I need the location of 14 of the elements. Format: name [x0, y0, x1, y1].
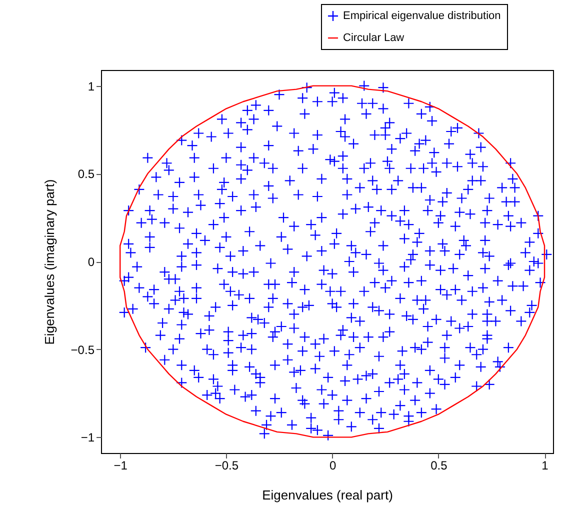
y-axis-title: Eigenvalues (imaginary part) — [42, 179, 57, 345]
legend-label: Empirical eigenvalue distribution — [343, 10, 501, 22]
legend-label: Circular Law — [343, 32, 404, 44]
y-tick-label: −0.5 — [70, 342, 95, 357]
x-tick-label: −1 — [114, 458, 128, 472]
x-tick-label: 0 — [329, 458, 336, 472]
y-tick-label: −1 — [80, 430, 95, 445]
y-tick-label: 0.5 — [78, 167, 95, 182]
x-axis-title: Eigenvalues (real part) — [262, 488, 393, 502]
y-tick-label: 0 — [88, 255, 95, 269]
x-tick-label: 0.5 — [430, 458, 448, 472]
x-tick-label: −0.5 — [214, 458, 239, 472]
y-tick-label: 1 — [88, 79, 95, 94]
x-tick-label: 1 — [542, 458, 549, 472]
